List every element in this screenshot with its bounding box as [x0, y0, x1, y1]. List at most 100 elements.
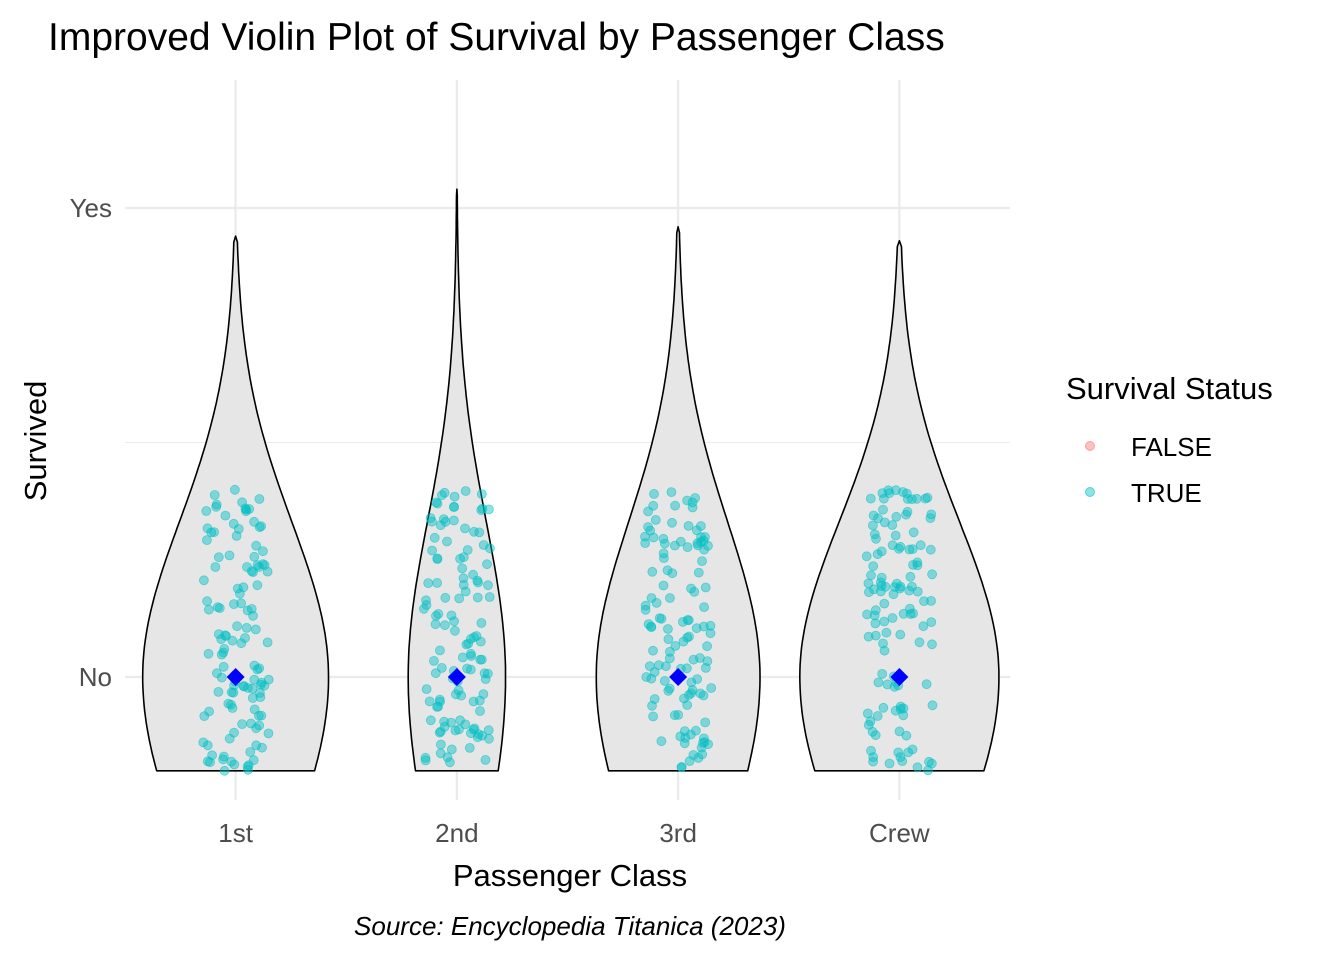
point-2nd — [475, 636, 486, 647]
point-1st — [254, 562, 264, 572]
point-2nd — [460, 719, 471, 730]
point-crew — [927, 639, 937, 650]
point-1st — [256, 521, 267, 532]
point-crew — [895, 581, 906, 592]
point-1st — [242, 761, 253, 772]
point-2nd — [460, 586, 471, 597]
point-1st — [236, 638, 247, 649]
y-tick-labels: No Yes — [70, 193, 112, 692]
point-crew — [912, 560, 923, 571]
point-2nd — [439, 716, 450, 727]
point-crew — [924, 756, 934, 767]
point-2nd — [474, 527, 485, 538]
point-2nd — [482, 668, 493, 679]
point-2nd — [446, 610, 457, 621]
point-1st — [213, 629, 224, 639]
point-2nd — [433, 609, 444, 619]
point-2nd — [484, 543, 495, 554]
x-tick-labels: 1st 2nd 3rd Crew — [218, 818, 930, 848]
point-3rd — [651, 598, 662, 608]
point-2nd — [438, 514, 449, 524]
point-crew — [905, 609, 916, 619]
point-crew — [905, 603, 915, 614]
point-1st — [224, 550, 235, 561]
point-3rd — [669, 710, 680, 721]
point-crew — [876, 546, 887, 557]
point-3rd — [648, 711, 658, 722]
point-3rd — [665, 593, 675, 603]
point-2nd — [480, 674, 491, 684]
point-2nd — [484, 592, 495, 602]
point-crew — [870, 618, 881, 629]
point-1st — [202, 596, 213, 607]
point-2nd — [425, 715, 436, 726]
point-2nd — [429, 532, 440, 543]
point-2nd — [460, 486, 471, 496]
point-crew — [878, 504, 888, 515]
point-1st — [219, 644, 230, 654]
jitter-points — [198, 484, 938, 776]
point-1st — [255, 692, 266, 702]
point-crew — [878, 638, 888, 649]
x-tick-label: 2nd — [435, 818, 478, 848]
point-3rd — [705, 628, 716, 639]
point-2nd — [460, 523, 470, 534]
point-1st — [201, 506, 212, 516]
point-2nd — [472, 575, 483, 586]
point-crew — [912, 762, 923, 773]
point-3rd — [667, 568, 678, 579]
point-2nd — [455, 553, 466, 564]
point-2nd — [421, 595, 431, 606]
point-2nd — [430, 668, 441, 679]
point-crew — [926, 617, 937, 627]
point-crew — [865, 493, 876, 504]
point-crew — [926, 596, 936, 606]
point-2nd — [448, 515, 459, 526]
point-3rd — [706, 683, 717, 693]
point-crew — [904, 585, 915, 596]
point-crew — [883, 485, 894, 496]
point-1st — [209, 490, 220, 500]
point-3rd — [656, 736, 667, 747]
point-2nd — [439, 487, 450, 498]
point-3rd — [696, 521, 706, 531]
point-3rd — [699, 602, 709, 612]
point-crew — [912, 586, 923, 597]
point-2nd — [449, 502, 459, 513]
point-crew — [869, 584, 879, 595]
point-3rd — [647, 566, 658, 577]
point-1st — [212, 602, 223, 613]
point-1st — [219, 765, 230, 776]
point-crew — [870, 605, 881, 616]
point-crew — [912, 557, 923, 568]
point-2nd — [440, 516, 451, 527]
point-2nd — [475, 706, 485, 716]
point-crew — [895, 629, 906, 640]
point-2nd — [430, 619, 441, 630]
point-crew — [870, 730, 881, 741]
point-3rd — [693, 753, 704, 763]
point-crew — [881, 627, 892, 638]
x-axis-title: Passenger Class — [453, 858, 687, 893]
point-1st — [246, 566, 257, 577]
violin-1st — [141, 235, 330, 772]
point-crew — [866, 570, 876, 581]
point-1st — [237, 719, 248, 729]
point-3rd — [675, 536, 686, 547]
point-3rd — [697, 556, 707, 566]
point-3rd — [662, 565, 673, 576]
point-2nd — [435, 739, 446, 750]
point-1st — [226, 687, 237, 698]
point-crew — [887, 520, 898, 530]
legend: Survival Status FALSE TRUE — [1066, 371, 1273, 508]
violin-3rd — [595, 226, 761, 772]
point-3rd — [695, 653, 705, 663]
point-2nd — [449, 491, 460, 502]
point-2nd — [476, 489, 487, 500]
point-2nd — [457, 563, 468, 574]
y-tick-label: Yes — [70, 193, 112, 223]
point-2nd — [468, 696, 479, 707]
point-1st — [240, 633, 250, 643]
point-1st — [228, 599, 239, 609]
point-3rd — [650, 515, 661, 525]
